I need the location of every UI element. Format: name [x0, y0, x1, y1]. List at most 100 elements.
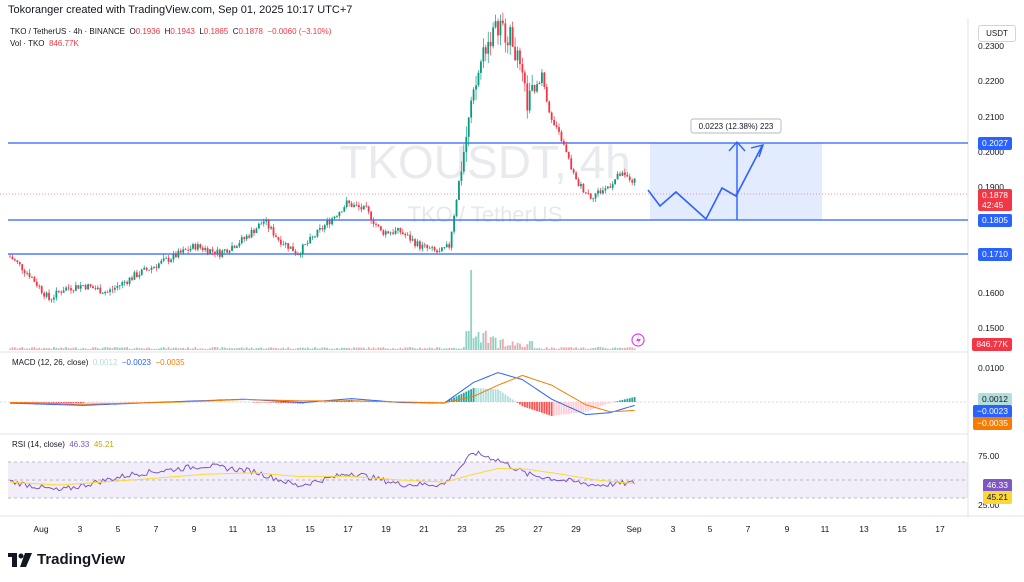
time-tick: Sep — [626, 524, 641, 534]
time-tick: 23 — [457, 524, 467, 534]
volume-bar — [521, 346, 524, 350]
price-axis[interactable]: 0.2300 0.2200 0.2100 0.2000 0.1900 0.160… — [978, 41, 1004, 510]
volume-label: Vol · TKO — [10, 39, 45, 48]
time-axis[interactable]: Aug 3 5 7 9 11 13 15 17 19 21 23 25 27 29 Sep 3 5 7 9 11 13 15… — [33, 524, 945, 534]
volume-bar — [126, 347, 129, 350]
candle-body — [253, 229, 255, 234]
candle-body — [614, 179, 617, 185]
volume-bar — [504, 346, 507, 350]
candle-body — [536, 84, 538, 92]
volume-bar — [77, 348, 80, 350]
rsi-tag-ma: 45.21 — [982, 491, 1012, 504]
volume-bar — [467, 330, 470, 350]
candle-body — [350, 203, 353, 207]
volume-bar — [365, 348, 368, 350]
candle-body — [35, 281, 38, 286]
watermark-sub: TKO / TetherUS — [408, 202, 563, 227]
volume-bar — [355, 347, 358, 350]
macd-tag-text: −0.0023 — [977, 406, 1008, 416]
volume-bar — [133, 348, 136, 350]
macd-signal-value: −0.0035 — [155, 358, 185, 367]
candle-body — [453, 215, 455, 232]
macd-histogram-bar — [467, 390, 470, 402]
macd-histogram-bar — [558, 402, 560, 416]
macd-histogram-bar — [628, 398, 631, 402]
macd-histogram-bar — [594, 402, 597, 409]
macd-histogram-bar — [616, 401, 619, 402]
volume-bar — [294, 348, 297, 350]
candle-body — [392, 232, 394, 234]
volume-bar — [511, 341, 514, 350]
candle-body — [87, 284, 89, 290]
macd-histogram-bar — [619, 400, 621, 402]
candle-body — [177, 250, 180, 258]
candle-body — [404, 234, 407, 236]
countdown-text: 42:45 — [982, 200, 1004, 210]
volume-bar — [423, 348, 426, 350]
candle-body — [548, 101, 551, 113]
volume-bar — [257, 348, 260, 350]
candle-body — [128, 277, 131, 284]
volume-bar — [57, 348, 60, 350]
macd-histogram-bar — [555, 402, 558, 416]
candle-body — [13, 259, 16, 261]
volume-bar — [11, 347, 14, 350]
candle-body — [228, 250, 231, 253]
volume-bar — [609, 348, 612, 350]
currency-box[interactable]: USDT — [978, 25, 1016, 42]
candle-body — [626, 174, 629, 177]
candle-body — [89, 284, 92, 287]
candle-body — [74, 285, 77, 291]
macd-histogram-bar — [23, 402, 26, 403]
macd-histogram-bar — [216, 401, 219, 403]
volume-bar — [131, 348, 133, 350]
candle-body — [594, 193, 597, 199]
candle-body — [545, 86, 548, 102]
volume-bar — [397, 348, 399, 350]
candle-body — [199, 244, 202, 248]
volume-bar — [604, 348, 607, 350]
volume-bar — [499, 339, 502, 350]
macd-histogram-bar — [477, 388, 480, 402]
macd-histogram-bar — [243, 401, 246, 403]
macd-histogram-bar — [487, 388, 490, 402]
candle-body — [360, 207, 363, 210]
candle-body — [623, 172, 626, 175]
price-tag-text: 0.1710 — [982, 249, 1008, 259]
candle-body — [209, 249, 211, 254]
price-tick: 0.1900 — [978, 182, 1004, 192]
volume-bar — [367, 347, 370, 350]
volume-bar — [616, 348, 619, 350]
candle-body — [377, 224, 380, 227]
macd-histogram-bar — [126, 402, 129, 403]
volume-bar — [182, 347, 185, 350]
candle-body — [18, 262, 21, 265]
macd-histogram-bar — [458, 395, 460, 402]
macd-histogram-bar — [262, 402, 265, 403]
macd-signal-line — [9, 374, 635, 413]
volume-bar — [533, 347, 536, 350]
candle-body — [33, 277, 36, 282]
volume-bar — [501, 339, 504, 350]
volume-bar — [177, 348, 180, 350]
candle-body — [304, 243, 307, 245]
candle-body — [289, 246, 292, 249]
candle-body — [28, 272, 31, 278]
price-tag-text: 0.1805 — [982, 215, 1008, 225]
candle-body — [23, 270, 26, 273]
macd-histogram-bar — [250, 401, 253, 403]
macd-tag-text: −0.0035 — [977, 418, 1008, 428]
candle-body — [450, 231, 453, 248]
candle-body — [77, 285, 80, 289]
candle-body — [79, 285, 82, 289]
time-tick: 5 — [116, 524, 121, 534]
volume-bar — [614, 347, 617, 350]
candle-body — [94, 288, 97, 290]
macd-histogram-bar — [35, 402, 38, 403]
macd-histogram-bar — [50, 402, 53, 403]
tradingview-logo[interactable]: TradingView — [8, 551, 125, 568]
time-tick: 9 — [785, 524, 790, 534]
candle-body — [550, 112, 553, 120]
candle-body — [602, 190, 604, 194]
